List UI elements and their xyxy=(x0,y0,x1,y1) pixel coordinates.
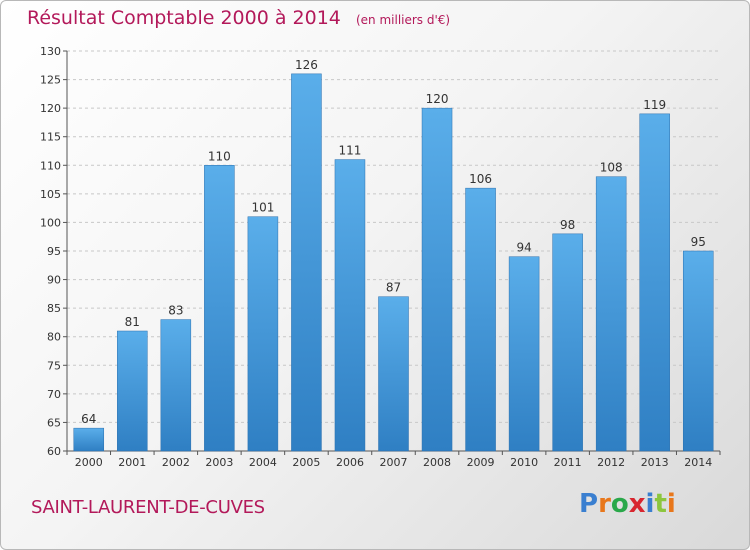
x-tick-label-2007: 2007 xyxy=(380,456,408,469)
x-tick-label-2011: 2011 xyxy=(554,456,582,469)
bar-2003 xyxy=(204,165,235,452)
data-label-2002: 83 xyxy=(168,304,183,318)
x-tick-label-2005: 2005 xyxy=(292,456,320,469)
bar-2009 xyxy=(465,187,496,452)
proxiti-logo: Proxiti xyxy=(579,489,676,519)
data-label-2003: 110 xyxy=(208,149,231,163)
bar-2001 xyxy=(117,330,148,452)
bar-2006 xyxy=(334,159,366,452)
bar-2007 xyxy=(378,296,409,452)
data-label-2014: 95 xyxy=(691,235,706,249)
x-tick-label-2001: 2001 xyxy=(118,456,146,469)
chart-title: Résultat Comptable 2000 à 2014 xyxy=(27,7,341,29)
y-tick-label: 110 xyxy=(40,159,61,172)
x-tick-label-2008: 2008 xyxy=(423,456,451,469)
y-tick-label: 60 xyxy=(47,445,61,458)
bar-2004 xyxy=(247,216,279,452)
bar-2008 xyxy=(421,107,453,452)
data-label-2004: 101 xyxy=(251,201,274,215)
bar-2010 xyxy=(508,256,540,452)
data-label-2010: 94 xyxy=(516,241,531,255)
data-label-2001: 81 xyxy=(125,315,140,329)
y-tick-label: 70 xyxy=(47,388,61,401)
chart-subtitle: (en milliers d'€) xyxy=(355,13,451,27)
title-row: Résultat Comptable 2000 à 2014 (en milli… xyxy=(27,7,450,29)
y-tick-label: 100 xyxy=(40,216,61,229)
bar-2012 xyxy=(595,176,627,452)
data-label-2006: 111 xyxy=(339,144,362,158)
y-tick-label: 130 xyxy=(40,45,61,58)
data-label-2009: 106 xyxy=(469,172,492,186)
x-tick-label-2003: 2003 xyxy=(205,456,233,469)
x-tick-label-2012: 2012 xyxy=(597,456,625,469)
commune-name: SAINT-LAURENT-DE-CUVES xyxy=(31,497,265,518)
y-tick-label: 90 xyxy=(47,274,61,287)
bar-2014 xyxy=(682,250,714,452)
y-tick-label: 85 xyxy=(47,302,61,315)
y-tick-label: 95 xyxy=(47,245,61,258)
data-label-2007: 87 xyxy=(386,281,401,295)
data-label-2000: 64 xyxy=(81,412,96,426)
x-tick-label-2006: 2006 xyxy=(336,456,364,469)
logo-letter: o xyxy=(610,489,629,519)
y-tick-label: 75 xyxy=(47,359,61,372)
x-tick-label-2009: 2009 xyxy=(467,456,495,469)
y-tick-label: 120 xyxy=(40,102,61,115)
bar-2013 xyxy=(639,113,670,452)
x-tick-label-2014: 2014 xyxy=(684,456,712,469)
bar-2011 xyxy=(552,233,583,452)
x-tick-label-2013: 2013 xyxy=(641,456,669,469)
logo-letter: r xyxy=(598,489,611,519)
data-label-2011: 98 xyxy=(560,218,575,232)
axes: 60 65 70 75 80 85 90 95 100 105 110 115 120 125 130 200… xyxy=(40,45,721,469)
data-label-2012: 108 xyxy=(600,161,623,175)
logo-letter: i xyxy=(645,489,655,519)
y-tick-label: 125 xyxy=(40,74,61,87)
y-tick-label: 115 xyxy=(40,131,61,144)
data-labels: 64 81 83 110 101 126 111 87 120 106 94 98 108 119 95 xyxy=(81,58,706,426)
bars xyxy=(73,73,714,452)
bar-chart: 60 65 70 75 80 85 90 95 100 105 110 115 120 125 130 200… xyxy=(40,45,721,469)
y-tick-label: 65 xyxy=(47,416,61,429)
data-label-2005: 126 xyxy=(295,58,318,72)
logo-letter: i xyxy=(666,489,676,519)
bar-2000 xyxy=(73,427,105,452)
y-tick-label: 105 xyxy=(40,188,61,201)
x-tick-label-2000: 2000 xyxy=(75,456,103,469)
x-tick-label-2004: 2004 xyxy=(249,456,277,469)
y-tick-label: 80 xyxy=(47,331,61,344)
data-label-2008: 120 xyxy=(426,92,449,106)
x-tick-label-2010: 2010 xyxy=(510,456,538,469)
logo-letter: t xyxy=(654,489,667,519)
logo-letter: P xyxy=(579,489,599,519)
data-label-2013: 119 xyxy=(643,98,666,112)
logo-letter: x xyxy=(628,489,646,519)
x-tick-label-2002: 2002 xyxy=(162,456,190,469)
bar-2002 xyxy=(160,319,192,452)
bar-2005 xyxy=(291,73,322,452)
